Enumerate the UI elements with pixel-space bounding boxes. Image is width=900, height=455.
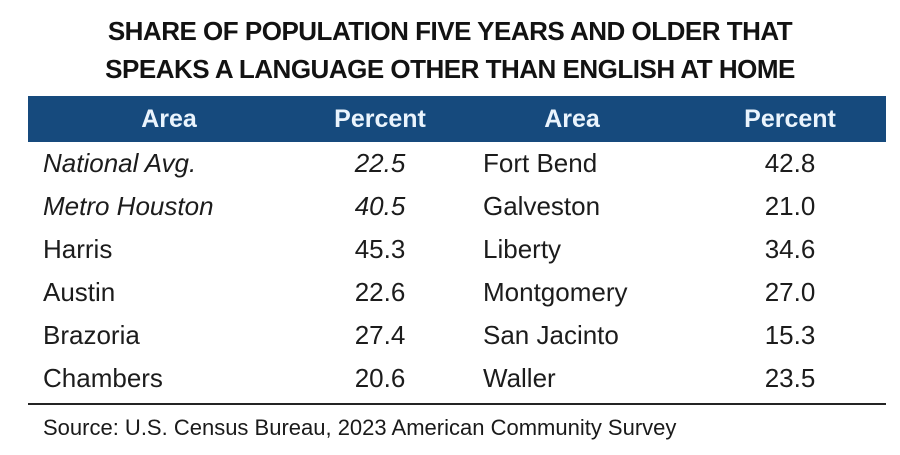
area-right-cell: Montgomery <box>483 277 628 307</box>
area-right-cell: San Jacinto <box>483 320 619 350</box>
area-left-cell: National Avg. <box>43 148 197 178</box>
percent-left-cell: 22.5 <box>354 148 406 178</box>
percent-right-cell: 34.6 <box>764 234 816 264</box>
table-row: Harris 45.3 Liberty 34.6 <box>28 228 886 271</box>
source-note: Source: U.S. Census Bureau, 2023 America… <box>43 415 677 440</box>
percent-left-cell: 22.6 <box>354 277 406 307</box>
area-right-cell: Galveston <box>483 191 601 221</box>
percent-left-cell: 27.4 <box>354 320 406 350</box>
chart-title: SHARE OF POPULATION FIVE YEARS AND OLDER… <box>0 0 900 88</box>
percent-right-cell: 21.0 <box>764 191 816 221</box>
header-area-left: Area <box>141 104 197 133</box>
area-right-cell: Liberty <box>483 234 562 264</box>
table-body: National Avg. 22.5 Fort Bend 42.8 Metro … <box>28 142 886 405</box>
percent-right-cell: 27.0 <box>764 277 816 307</box>
table-row: Brazoria 27.4 San Jacinto 15.3 <box>28 314 886 357</box>
area-left-cell: Brazoria <box>43 320 140 350</box>
percent-left-cell: 40.5 <box>354 191 406 221</box>
area-left-cell: Metro Houston <box>43 191 214 221</box>
table-row: Metro Houston 40.5 Galveston 21.0 <box>28 185 886 228</box>
area-left-cell: Chambers <box>43 363 163 393</box>
table-header-row: Area Percent Area Percent <box>28 96 886 142</box>
header-area-right: Area <box>544 104 600 133</box>
percent-left-cell: 20.6 <box>354 363 406 393</box>
area-right-cell: Fort Bend <box>483 148 598 178</box>
header-percent-right: Percent <box>744 104 836 133</box>
chart-title-line-1: SHARE OF POPULATION FIVE YEARS AND OLDER… <box>107 16 793 46</box>
area-left-cell: Harris <box>43 234 113 264</box>
percent-right-cell: 23.5 <box>764 363 816 393</box>
table-row: Austin 22.6 Montgomery 27.0 <box>28 271 886 314</box>
area-right-cell: Waller <box>483 363 556 393</box>
header-percent-left: Percent <box>334 104 426 133</box>
percent-left-cell: 45.3 <box>354 234 406 264</box>
table-row: National Avg. 22.5 Fort Bend 42.8 <box>28 142 886 185</box>
percent-right-cell: 15.3 <box>764 320 816 350</box>
area-left-cell: Austin <box>43 277 116 307</box>
table-row: Chambers 20.6 Waller 23.5 <box>28 357 886 400</box>
percent-right-cell: 42.8 <box>764 148 816 178</box>
chart-title-line-2: SPEAKS A LANGUAGE OTHER THAN ENGLISH AT … <box>105 54 795 84</box>
population-language-table: Area Percent Area Percent National Avg. … <box>28 96 886 405</box>
